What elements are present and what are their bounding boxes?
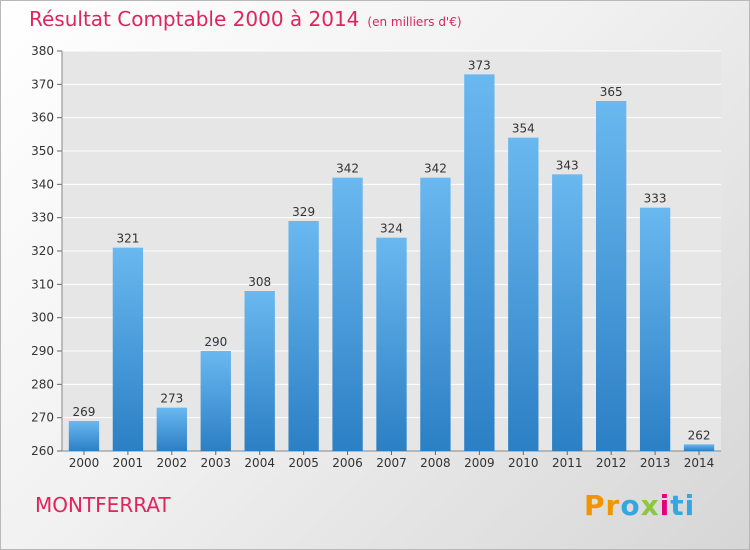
- bar-2002: [156, 407, 187, 451]
- value-label-2002: 273: [160, 392, 183, 406]
- bar-2014: [683, 444, 715, 451]
- y-tick-label: 340: [31, 177, 54, 191]
- x-tick-label-2007: 2007: [376, 456, 407, 470]
- x-tick-label-2000: 2000: [69, 456, 100, 470]
- bar-2007: [376, 237, 407, 451]
- x-tick-label-2009: 2009: [464, 456, 495, 470]
- y-tick-label: 350: [31, 144, 54, 158]
- bar-2013: [639, 207, 671, 451]
- x-tick-label-2008: 2008: [420, 456, 451, 470]
- value-label-2008: 342: [424, 162, 447, 176]
- value-label-2010: 354: [512, 122, 535, 136]
- x-tick-label-2002: 2002: [157, 456, 188, 470]
- x-tick-label-2001: 2001: [113, 456, 144, 470]
- logo-letter: i: [659, 489, 671, 522]
- logo-letter: r: [605, 489, 621, 522]
- x-tick-label-2012: 2012: [596, 456, 627, 470]
- value-label-2000: 269: [73, 405, 96, 419]
- x-tick-label-2006: 2006: [332, 456, 363, 470]
- logo-letter: t: [670, 489, 685, 522]
- value-label-2014: 262: [688, 428, 711, 442]
- logo-letter: i: [684, 489, 696, 522]
- y-tick-label: 260: [31, 444, 54, 458]
- bar-2010: [508, 137, 539, 451]
- value-label-2001: 321: [116, 232, 139, 246]
- y-tick-label: 380: [31, 44, 54, 58]
- y-tick-label: 360: [31, 111, 54, 125]
- value-label-2006: 342: [336, 162, 359, 176]
- y-tick-label: 290: [31, 344, 54, 358]
- value-label-2012: 365: [600, 85, 623, 99]
- bar-2006: [332, 177, 363, 451]
- chart-title-text: Résultat Comptable 2000 à 2014: [29, 7, 360, 31]
- y-tick-label: 320: [31, 244, 54, 258]
- value-label-2007: 324: [380, 222, 403, 236]
- value-label-2009: 373: [468, 58, 491, 72]
- bar-2003: [200, 351, 231, 451]
- value-label-2003: 290: [204, 335, 227, 349]
- y-tick-label: 370: [31, 77, 54, 91]
- bar-2011: [552, 174, 583, 452]
- bar-2012: [596, 101, 627, 451]
- x-tick-label-2004: 2004: [244, 456, 275, 470]
- x-tick-label-2005: 2005: [288, 456, 319, 470]
- x-tick-label-2010: 2010: [508, 456, 539, 470]
- bar-2005: [288, 221, 319, 451]
- value-label-2013: 333: [644, 192, 667, 206]
- y-tick-label: 330: [31, 211, 54, 225]
- chart-title: Résultat Comptable 2000 à 2014 (en millie…: [29, 7, 462, 31]
- logo-letter: o: [620, 489, 641, 522]
- x-tick-label-2011: 2011: [552, 456, 583, 470]
- x-tick-label-2003: 2003: [200, 456, 231, 470]
- bar-2001: [112, 247, 144, 451]
- x-tick-label-2013: 2013: [640, 456, 671, 470]
- bar-2004: [244, 291, 275, 451]
- bar-2000: [68, 421, 100, 451]
- y-tick-label: 270: [31, 411, 54, 425]
- x-tick-label-2014: 2014: [684, 456, 715, 470]
- logo-letter: x: [640, 489, 660, 522]
- y-tick-label: 280: [31, 377, 54, 391]
- value-label-2005: 329: [292, 205, 315, 219]
- y-tick-label: 300: [31, 311, 54, 325]
- y-tick-label: 310: [31, 277, 54, 291]
- logo-letter: P: [584, 489, 606, 522]
- proxiti-logo: Proxiti: [584, 489, 695, 522]
- bar-2009: [464, 74, 495, 451]
- bar-2008: [420, 177, 451, 451]
- value-label-2004: 308: [248, 275, 271, 289]
- value-label-2011: 343: [556, 158, 579, 172]
- chart-subtitle: (en milliers d'€): [367, 15, 462, 29]
- commune-name: MONTFERRAT: [35, 493, 171, 517]
